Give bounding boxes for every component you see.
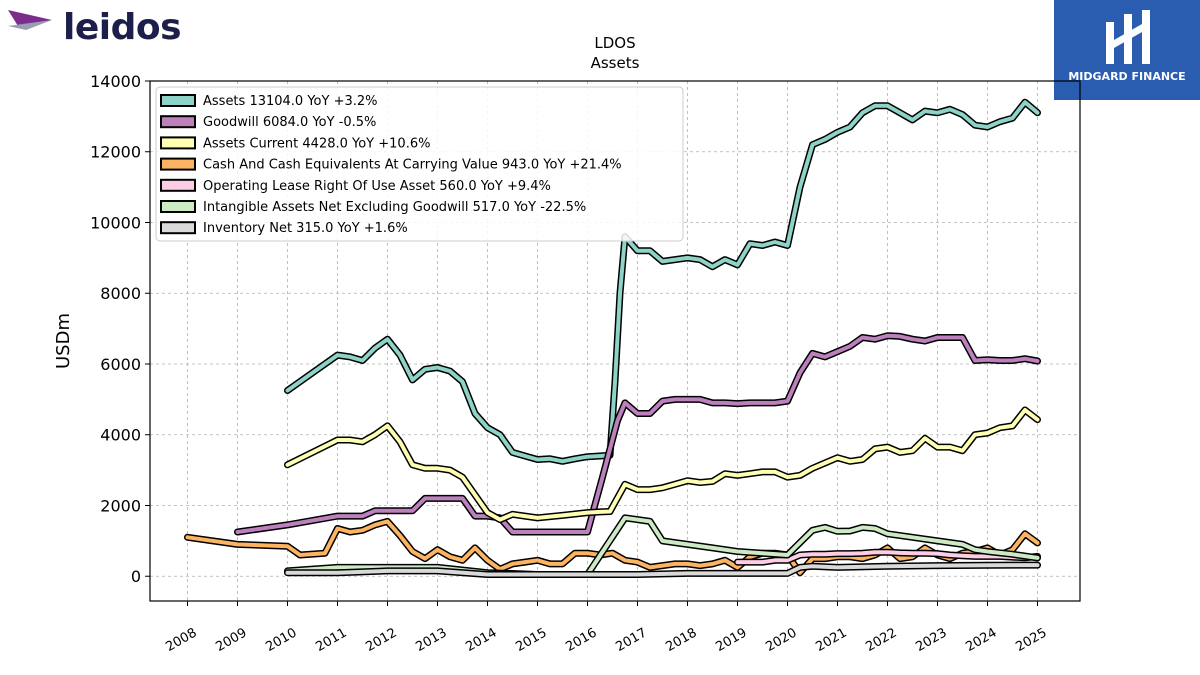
y-tick-label: 12000 xyxy=(90,143,141,162)
series-stroke xyxy=(735,550,1040,565)
y-tick-label: 10000 xyxy=(90,213,141,232)
y-tick-label: 0 xyxy=(131,567,141,586)
x-tick-label: 2020 xyxy=(763,625,799,655)
y-tick-label: 8000 xyxy=(100,284,141,303)
series-line-2 xyxy=(234,332,1041,536)
x-tick-label: 2021 xyxy=(813,625,849,655)
x-tick-label: 2014 xyxy=(463,625,499,655)
series-stroke xyxy=(285,408,1040,522)
midgard-finance-logo-mark xyxy=(1106,10,1150,64)
x-tick-label: 2025 xyxy=(1013,625,1049,655)
x-tick-label: 2016 xyxy=(563,625,599,655)
series-line-1 xyxy=(284,98,1041,465)
legend-swatch xyxy=(160,178,196,192)
series-line-5 xyxy=(734,548,1041,566)
legend-swatch xyxy=(160,115,196,129)
legend-swatch xyxy=(160,136,196,150)
x-tick-label: 2022 xyxy=(863,625,899,655)
legend-swatch xyxy=(160,200,196,213)
x-tick-label: 2019 xyxy=(713,625,749,655)
series-line-4 xyxy=(184,517,1041,577)
x-tick-label: 2018 xyxy=(663,625,699,655)
series-line-7 xyxy=(284,561,1041,578)
series-stroke xyxy=(285,563,1040,577)
plot-frame xyxy=(149,80,1081,602)
series-stroke xyxy=(235,333,1040,534)
series-stroke xyxy=(285,100,1040,464)
legend-entry: Assets Current 4428.0 YoY +10.6% xyxy=(203,136,430,151)
chart-title: LDOS xyxy=(594,34,635,52)
legend-box xyxy=(155,86,684,242)
leidos-logo-mark xyxy=(8,10,52,30)
legend-swatch xyxy=(160,157,196,171)
series-lines xyxy=(184,98,1041,578)
legend-entry: Cash And Cash Equivalents At Carrying Va… xyxy=(203,158,622,173)
x-tick-label: 2010 xyxy=(263,625,299,655)
x-tick-label: 2009 xyxy=(213,625,249,655)
y-tick-label: 4000 xyxy=(100,426,141,445)
x-tick-label: 2012 xyxy=(363,625,399,655)
y-tick-label: 2000 xyxy=(100,496,141,515)
legend-entry: Inventory Net 315.0 YoY +1.6% xyxy=(203,221,408,236)
y-tick-label: 6000 xyxy=(100,355,141,374)
legend-swatch xyxy=(160,221,196,235)
series-line-3 xyxy=(284,406,1041,524)
legend-entry: Assets 13104.0 YoY +3.2% xyxy=(203,94,378,109)
leidos-logo-text: leidos xyxy=(63,7,182,48)
legend-entry: Operating Lease Right Of Use Asset 560.0… xyxy=(203,179,551,194)
legend: Assets 13104.0 YoY +3.2% Goodwill 6084.0 … xyxy=(155,86,684,242)
x-tick-label: 2011 xyxy=(313,625,349,655)
legend-entry: Goodwill 6084.0 YoY -0.5% xyxy=(203,115,376,130)
midgard-finance-text: MIDGARD FINANCE xyxy=(1068,70,1186,83)
x-tick-label: 2015 xyxy=(513,625,549,655)
x-tick-label: 2023 xyxy=(913,625,949,655)
y-axis-label: USDm xyxy=(53,313,74,369)
midgard-finance-badge: MIDGARD FINANCE xyxy=(1054,0,1200,100)
y-tick-label: 14000 xyxy=(90,72,141,91)
x-tick-label: 2017 xyxy=(613,625,649,655)
legend-swatch xyxy=(160,94,196,107)
x-tick-label: 2008 xyxy=(163,625,199,655)
leidos-logo: leidos xyxy=(8,6,182,50)
series-outline xyxy=(284,406,1041,524)
chart-subtitle: Assets xyxy=(591,54,640,72)
legend-entry: Intangible Assets Net Excluding Goodwill… xyxy=(203,200,586,215)
x-tick-label: 2024 xyxy=(963,625,999,655)
x-tick-label: 2013 xyxy=(413,625,449,655)
series-stroke xyxy=(185,519,1040,575)
